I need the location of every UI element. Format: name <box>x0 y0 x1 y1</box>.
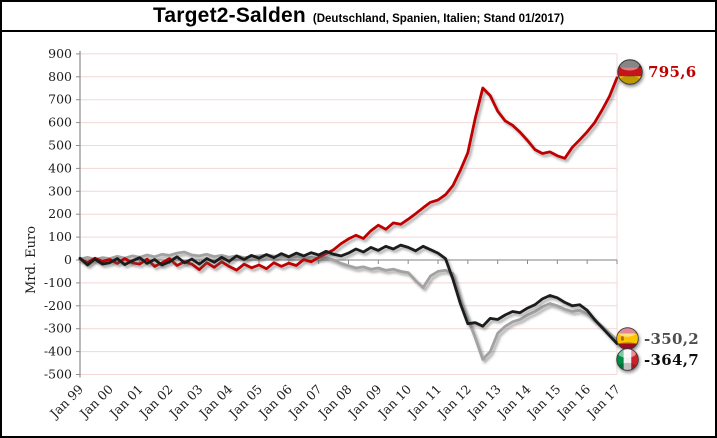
y-axis-tick-label: -100 <box>44 275 72 290</box>
data-series <box>78 76 619 361</box>
y-axis-tick-label: 100 <box>48 229 72 244</box>
y-axis-tick-label: 500 <box>48 138 72 153</box>
x-axis-tick-label: Jan 99 <box>46 381 87 422</box>
spain-flag-icon <box>616 327 639 350</box>
legend-spain: -350,2 <box>616 327 699 350</box>
page-title: Target2-Salden <box>152 4 306 27</box>
header: Target2-Salden (Deutschland, Spanien, It… <box>2 2 715 32</box>
italy-value-label: -364,7 <box>644 350 699 369</box>
germany-value-label: 795,6 <box>648 63 697 81</box>
axis-labels: -500 -400 -300 -200 -100 0 100 200 300 400 500 600 7… <box>24 46 623 422</box>
series-line-spanien <box>78 250 619 361</box>
legend-italy: -364,7 <box>616 348 699 371</box>
y-axis-tick-label: -400 <box>44 344 72 359</box>
chart-area: -500 -400 -300 -200 -100 0 100 200 300 400 500 600 7… <box>2 32 715 432</box>
y-axis-tick-label: 800 <box>48 69 72 84</box>
page-subtitle: (Deutschland, Spanien, Italien; Stand 01… <box>312 13 565 25</box>
spain-value-label: -350,2 <box>644 329 699 348</box>
y-axis-tick-label: -300 <box>44 321 72 336</box>
legend-germany: 795,6 <box>617 59 696 85</box>
y-axis-title: Mrd. Euro <box>24 226 39 294</box>
y-axis-tick-label: -200 <box>44 298 72 313</box>
y-axis-tick-label: -500 <box>44 367 72 382</box>
germany-flag-icon <box>617 59 643 85</box>
series-line-italien <box>78 243 619 345</box>
gridlines <box>80 53 618 375</box>
y-axis-tick-label: 600 <box>48 115 72 130</box>
y-axis-tick-label: 900 <box>48 46 72 61</box>
y-axis-tick-label: 400 <box>48 160 72 175</box>
y-axis-tick-label: 0 <box>64 252 72 267</box>
italy-flag-icon <box>616 348 639 371</box>
series-line-deutschland <box>78 76 619 272</box>
target2-line-chart: -500 -400 -300 -200 -100 0 100 200 300 400 500 600 7… <box>24 46 623 422</box>
y-axis-tick-label: 300 <box>48 183 72 198</box>
y-axis-tick-label: 700 <box>48 92 72 107</box>
y-axis-tick-label: 200 <box>48 206 72 221</box>
